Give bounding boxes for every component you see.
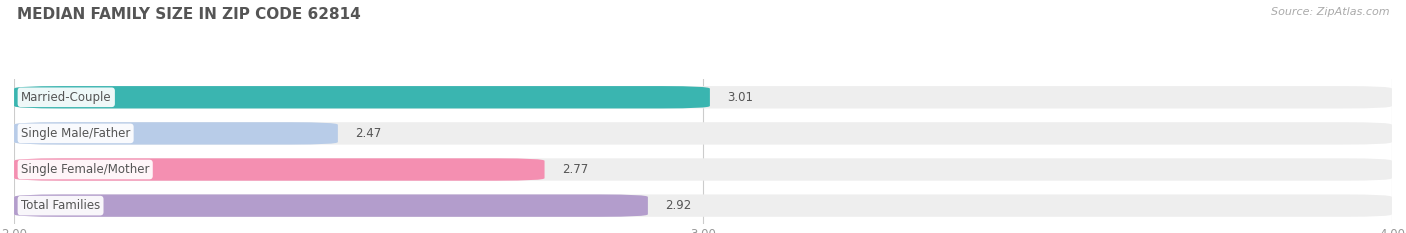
Text: 2.92: 2.92 (665, 199, 692, 212)
Text: Total Families: Total Families (21, 199, 100, 212)
Text: MEDIAN FAMILY SIZE IN ZIP CODE 62814: MEDIAN FAMILY SIZE IN ZIP CODE 62814 (17, 7, 360, 22)
FancyBboxPatch shape (14, 158, 1392, 181)
FancyBboxPatch shape (14, 122, 1392, 145)
FancyBboxPatch shape (14, 122, 337, 145)
FancyBboxPatch shape (14, 86, 710, 109)
FancyBboxPatch shape (14, 86, 1392, 109)
Text: Married-Couple: Married-Couple (21, 91, 111, 104)
FancyBboxPatch shape (14, 194, 648, 217)
Text: 2.77: 2.77 (562, 163, 588, 176)
Text: 3.01: 3.01 (727, 91, 754, 104)
FancyBboxPatch shape (14, 158, 544, 181)
FancyBboxPatch shape (14, 194, 1392, 217)
Text: Single Male/Father: Single Male/Father (21, 127, 131, 140)
Text: Source: ZipAtlas.com: Source: ZipAtlas.com (1271, 7, 1389, 17)
Text: 2.47: 2.47 (356, 127, 381, 140)
Text: Single Female/Mother: Single Female/Mother (21, 163, 149, 176)
